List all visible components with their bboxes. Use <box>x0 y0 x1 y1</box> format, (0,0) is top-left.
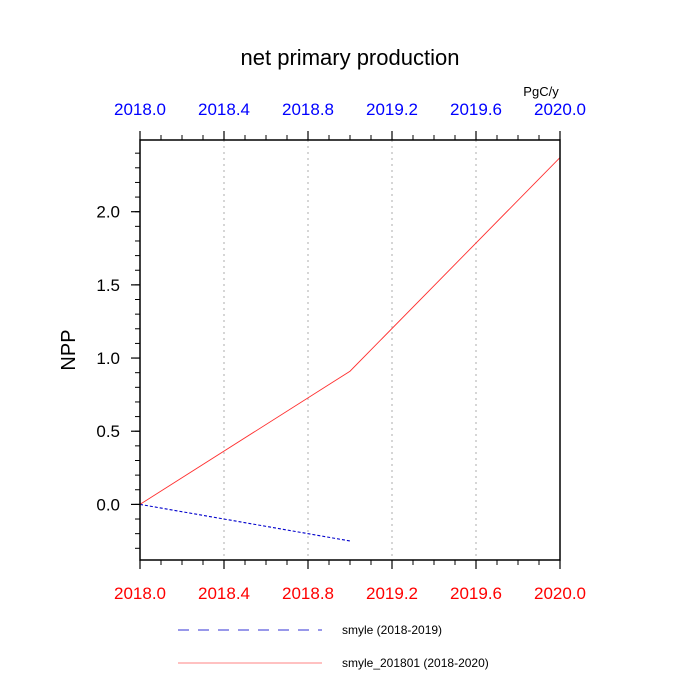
y-axis-label: NPP <box>58 329 80 370</box>
x-tick-label-bottom: 2019.2 <box>366 584 418 603</box>
legend-label-1: smyle_201801 (2018-2020) <box>342 656 489 670</box>
x-tick-label-bottom: 2019.6 <box>450 584 502 603</box>
x-tick-label-top: 2019.2 <box>366 100 418 119</box>
legend-label-0: smyle (2018-2019) <box>342 623 442 637</box>
axes-group: 2018.0 2018.0 2018.4 2018.4 2018.8 2018.8 2019… <box>96 100 586 603</box>
y-tick-label: 0.0 <box>96 495 120 514</box>
x-tick-label-top: 2019.6 <box>450 100 502 119</box>
units-label: PgC/y <box>523 84 559 99</box>
x-tick-label-bottom: 2018.8 <box>282 584 334 603</box>
legend: smyle (2018-2019) smyle_201801 (2018-2020… <box>178 623 489 670</box>
grid-lines <box>223 140 477 560</box>
x-tick-label-top: 2018.4 <box>198 100 250 119</box>
y-tick-label: 1.0 <box>96 349 120 368</box>
x-tick-label-top: 2018.0 <box>114 100 166 119</box>
x-tick-label-bottom: 2020.0 <box>534 584 586 603</box>
y-tick-label: 0.5 <box>96 422 120 441</box>
x-tick-label-top: 2018.8 <box>282 100 334 119</box>
x-tick-label-bottom: 2018.4 <box>198 584 250 603</box>
chart-title: net primary production <box>241 45 460 70</box>
plot-frame <box>139 139 561 561</box>
y-tick-label: 1.5 <box>96 276 120 295</box>
y-tick-label: 2.0 <box>96 203 120 222</box>
x-tick-label-bottom: 2018.0 <box>114 584 166 603</box>
series-group <box>139 157 561 542</box>
series-line-0 <box>139 503 351 542</box>
x-tick-label-top: 2020.0 <box>534 100 586 119</box>
series-line-1 <box>139 157 561 505</box>
